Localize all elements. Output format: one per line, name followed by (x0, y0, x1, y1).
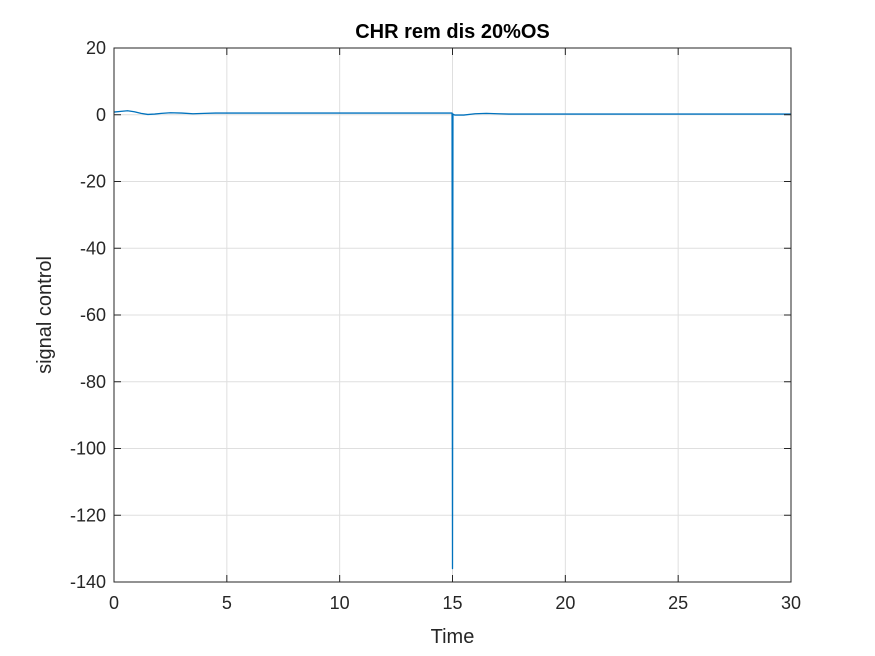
y-tick-label: -140 (70, 572, 106, 592)
x-axis-ticks: 0 5 10 15 20 25 30 (109, 48, 801, 613)
x-tick-label: 0 (109, 593, 119, 613)
x-tick-label: 10 (330, 593, 350, 613)
y-axis-ticks: 20 0 -20 -40 -60 -80 -100 -120 -140 (70, 38, 791, 592)
y-tick-label: -80 (80, 372, 106, 392)
x-tick-label: 25 (668, 593, 688, 613)
y-tick-label: 20 (86, 38, 106, 58)
series-layer (113, 110, 791, 570)
y-tick-label: -60 (80, 305, 106, 325)
x-tick-label: 30 (781, 593, 801, 613)
y-tick-label: -120 (70, 505, 106, 525)
y-tick-label: -40 (80, 238, 106, 258)
chart-title: CHR rem dis 20%OS (355, 21, 550, 43)
y-tick-label: -20 (80, 172, 106, 192)
y-tick-label: 0 (96, 105, 106, 125)
y-axis-label: signal control (34, 256, 56, 374)
y-tick-label: -100 (70, 439, 106, 459)
x-tick-label: 15 (442, 593, 462, 613)
x-tick-label: 5 (222, 593, 232, 613)
x-axis-label: Time (431, 626, 475, 648)
x-tick-label: 20 (555, 593, 575, 613)
series-line-1 (113, 110, 791, 570)
